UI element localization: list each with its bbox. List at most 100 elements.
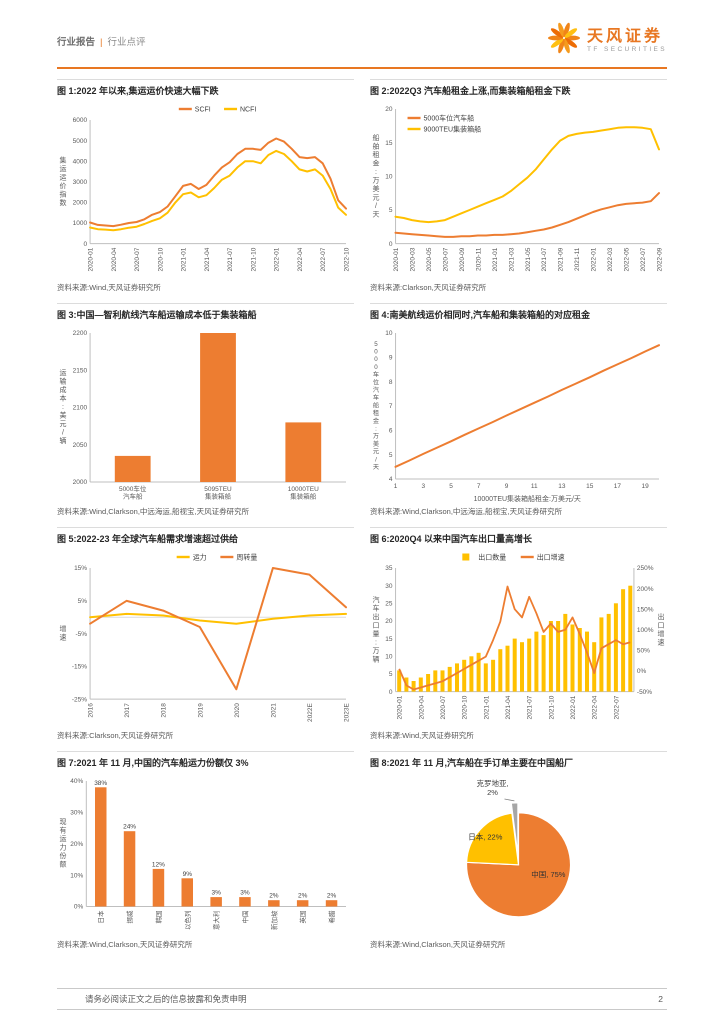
svg-text:17: 17: [614, 483, 622, 490]
svg-text:15: 15: [385, 140, 393, 147]
svg-text:150%: 150%: [637, 606, 654, 613]
svg-text:250%: 250%: [637, 565, 654, 572]
svg-text:2020: 2020: [234, 703, 241, 718]
svg-text:-15%: -15%: [72, 664, 87, 671]
figure-4-source: 资料来源:Wind,Clarkson,中远海运,船视宝,天风证券研究所: [370, 507, 563, 516]
breadcrumb-separator: |: [100, 36, 103, 48]
figure-4: 图 4:南美航线运价相同时,汽车船和集装箱船的对应租金 4 5 6 7 8 9 10 1 3 5 7…: [370, 303, 667, 517]
svg-text:2020-10: 2020-10: [462, 695, 469, 719]
figure-1-line-chart: 0 1000 2000 3000 4000 5000 6000 2020-01 2020-04 2…: [57, 100, 354, 280]
svg-text:-5%: -5%: [76, 631, 88, 638]
svg-text:3%: 3%: [240, 890, 250, 897]
svg-text:9: 9: [505, 483, 509, 490]
figure-6-title: 图 6:2020Q4 以来中国汽车出口量高增长: [370, 534, 533, 544]
svg-text:2020-07: 2020-07: [442, 247, 449, 271]
svg-text:30%: 30%: [70, 810, 83, 817]
svg-text:15: 15: [385, 636, 393, 643]
breadcrumb: 行业报告 | 行业点评: [57, 34, 146, 48]
svg-text:10: 10: [385, 654, 393, 661]
svg-text:2022-07: 2022-07: [640, 247, 647, 271]
svg-text:38%: 38%: [94, 780, 107, 787]
svg-text:2%: 2%: [298, 893, 308, 900]
svg-text:2017: 2017: [124, 703, 131, 718]
svg-text:12%: 12%: [152, 861, 165, 868]
figure-3-source: 资料来源:Wind,Clarkson,中远海运,船视宝,天风证券研究所: [57, 507, 250, 516]
svg-text:10: 10: [385, 174, 393, 181]
svg-text:7: 7: [389, 403, 393, 410]
svg-text:2100: 2100: [73, 405, 88, 412]
svg-text:-25%: -25%: [72, 696, 87, 703]
svg-text:2021-10: 2021-10: [250, 247, 257, 271]
svg-text:0: 0: [83, 241, 87, 248]
svg-text:5: 5: [389, 452, 393, 459]
svg-text:增速: 增速: [60, 624, 67, 642]
svg-text:2021: 2021: [270, 703, 277, 718]
svg-text:35: 35: [385, 565, 393, 572]
svg-text:10000TEU集装箱船租金:万美元/天: 10000TEU集装箱船租金:万美元/天: [474, 494, 581, 503]
svg-text:2021-01: 2021-01: [181, 247, 188, 271]
svg-text:运力: 运力: [193, 553, 207, 562]
svg-text:中国, 75%: 中国, 75%: [531, 869, 566, 879]
svg-text:2021-04: 2021-04: [204, 247, 211, 271]
svg-text:NCFI: NCFI: [240, 107, 256, 114]
svg-text:5%: 5%: [78, 598, 88, 605]
page-header: 行业报告 | 行业点评: [0, 0, 724, 67]
svg-text:30: 30: [385, 583, 393, 590]
svg-text:2021-10: 2021-10: [548, 695, 555, 719]
svg-text:20: 20: [385, 618, 393, 625]
svg-text:5: 5: [449, 483, 453, 490]
svg-text:2022-10: 2022-10: [344, 247, 351, 271]
svg-text:2022-04: 2022-04: [297, 247, 304, 271]
svg-text:2020-04: 2020-04: [418, 695, 425, 719]
svg-text:2000: 2000: [73, 200, 88, 207]
svg-text:集装箱船: 集装箱船: [290, 492, 317, 501]
svg-text:2%: 2%: [269, 893, 279, 900]
footer-disclaimer: 请务必阅读正文之后的信息披露和免责申明: [85, 994, 247, 1004]
svg-text:汽车船: 汽车船: [123, 492, 143, 501]
svg-text:出口增速: 出口增速: [658, 612, 665, 647]
svg-text:6000: 6000: [73, 117, 88, 124]
svg-text:2021-01: 2021-01: [483, 695, 490, 719]
figure-2: 图 2:2022Q3 汽车船租金上涨,而集装箱船租金下跌 0 5 10 15 20 202…: [370, 79, 667, 293]
svg-text:2020-01: 2020-01: [393, 247, 400, 271]
figure-7-bar-chart: 0% 10% 20% 30% 40% 日本 挪威 韩国 以色列 意大利 中国 新加坡 英国 希腊 现有运力份…: [57, 772, 354, 937]
svg-text:日本, 22%: 日本, 22%: [468, 832, 503, 842]
svg-text:2020-10: 2020-10: [157, 247, 164, 271]
figure-5-source: 资料来源:Clarkson,天风证券研究所: [57, 731, 174, 740]
figure-2-line-chart: 0 5 10 15 20 2020-01 2020-03 2020-05 2020-07 2020…: [370, 100, 667, 280]
svg-text:出口增速: 出口增速: [537, 553, 565, 562]
svg-text:50%: 50%: [637, 648, 650, 655]
svg-text:3%: 3%: [211, 890, 221, 897]
svg-text:5000车位汽车船: 5000车位汽车船: [424, 114, 475, 123]
page-footer: 请务必阅读正文之后的信息披露和免责申明 2: [57, 988, 667, 1010]
svg-text:2023E: 2023E: [344, 702, 351, 721]
svg-text:7: 7: [477, 483, 481, 490]
svg-text:2020-03: 2020-03: [410, 247, 417, 271]
svg-text:0: 0: [389, 241, 393, 248]
svg-text:2021-07: 2021-07: [227, 247, 234, 271]
svg-text:2022-01: 2022-01: [570, 695, 577, 719]
svg-text:2050: 2050: [73, 442, 88, 449]
svg-text:2020-01: 2020-01: [397, 695, 404, 719]
svg-text:集装箱船: 集装箱船: [205, 492, 232, 501]
report-subcategory: 行业点评: [107, 36, 146, 48]
svg-text:英国: 英国: [298, 911, 307, 924]
svg-text:2020-07: 2020-07: [134, 247, 141, 271]
svg-text:2021-07: 2021-07: [541, 247, 548, 271]
svg-text:2022E: 2022E: [307, 702, 314, 721]
figure-3: 图 3:中国—智利航线汽车船运输成本低于集装箱船 2000 2050 2100 215…: [57, 303, 354, 517]
svg-text:11: 11: [531, 483, 538, 490]
brand: 天风证券 TF SECURITIES: [548, 22, 667, 59]
svg-text:现有运力份额: 现有运力份额: [60, 818, 67, 869]
svg-text:2022-01: 2022-01: [274, 247, 281, 271]
brand-name-en: TF SECURITIES: [587, 45, 667, 53]
svg-text:2022-07: 2022-07: [320, 247, 327, 271]
svg-text:克罗地亚,: 克罗地亚,: [476, 778, 508, 788]
svg-text:2018: 2018: [161, 703, 168, 718]
svg-text:2020-11: 2020-11: [475, 247, 482, 271]
svg-text:2021-03: 2021-03: [508, 247, 515, 271]
figure-5-line-chart: -25% -15% -5% 5% 15% 2016 2017 2018 2019 2020 2021…: [57, 548, 354, 728]
figure-8-source: 资料来源:Wind,Clarkson,天风证券研究所: [370, 940, 506, 949]
